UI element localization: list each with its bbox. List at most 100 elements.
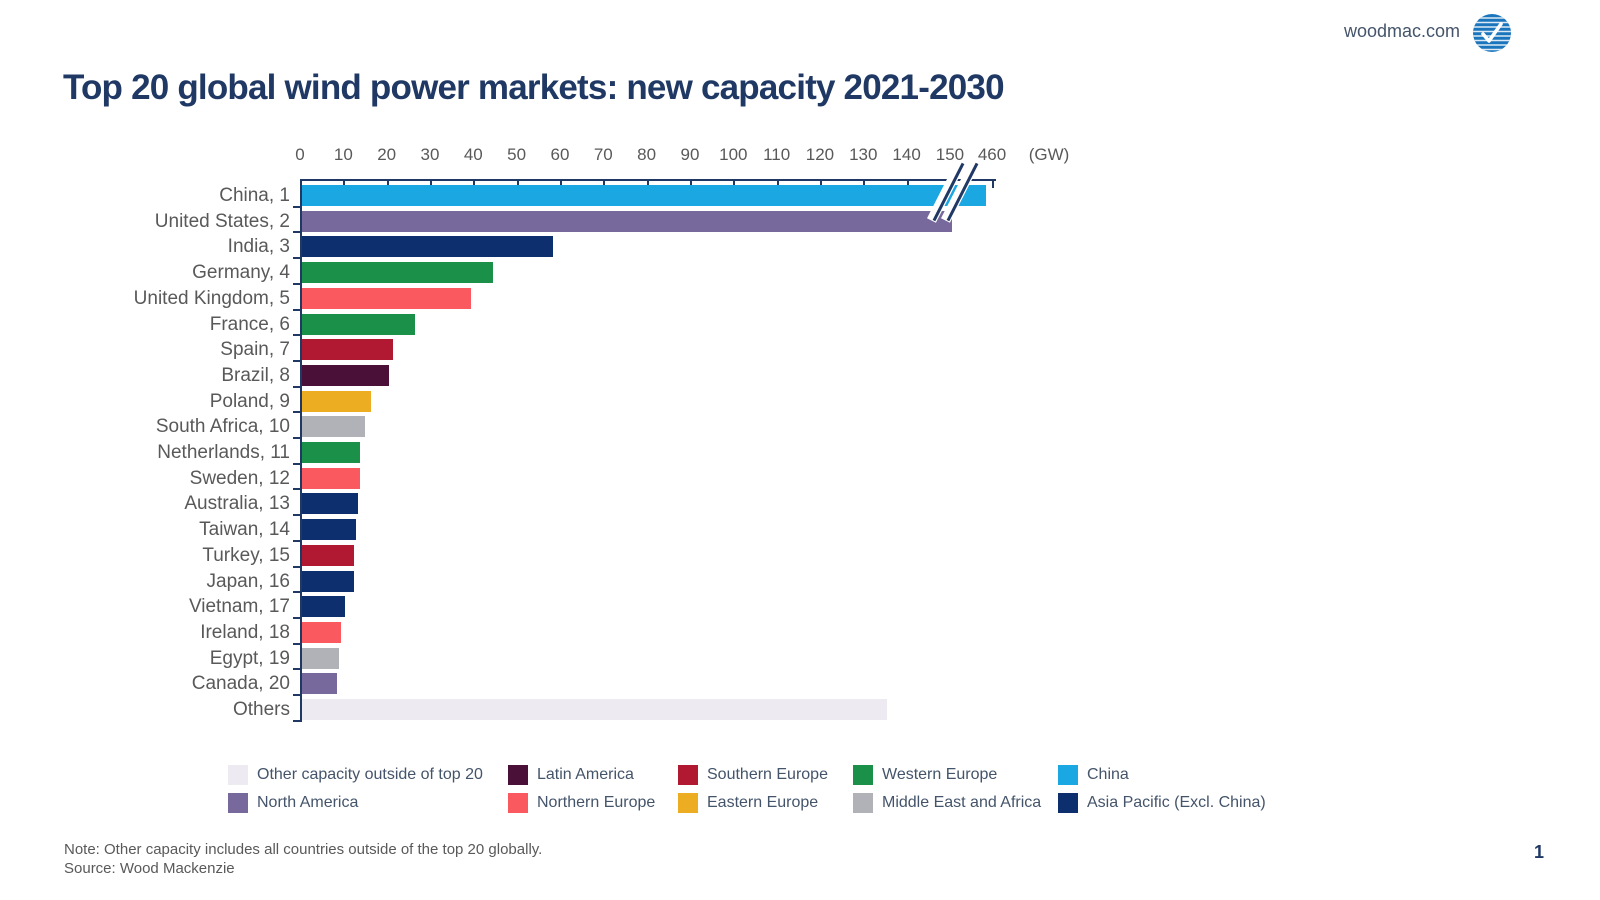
bar-australia [302, 493, 359, 515]
y-axis-tick [293, 488, 300, 491]
x-axis-tick [300, 181, 302, 188]
legend-item-eastern-europe: Eastern Europe [678, 793, 853, 813]
y-axis-tick [293, 668, 300, 671]
bar-france [302, 313, 415, 335]
x-axis-tick-label: 460 [977, 145, 1007, 164]
row-label-vietnam: Vietnam, 17 [188, 596, 290, 618]
legend-item-other-capacity-outside-of-top-: Other capacity outside of top 20 [228, 765, 508, 785]
bar-united-states [302, 210, 952, 232]
y-axis-tick [293, 385, 300, 388]
row-label-india: India, 3 [227, 236, 290, 258]
y-axis-tick [293, 462, 300, 465]
x-axis-tick-label: 30 [420, 145, 440, 164]
legend-item-china: China [1058, 765, 1303, 785]
bar-japan [302, 570, 354, 592]
x-axis-tick [603, 181, 606, 188]
x-axis-tick-label: 20 [377, 145, 397, 164]
row-label-australia: Australia, 13 [184, 493, 290, 515]
x-axis-tick-label: 110 [763, 145, 791, 164]
x-axis-tick [906, 181, 909, 188]
legend-label: China [1087, 766, 1129, 783]
legend-item-north-america: North America [228, 793, 508, 813]
x-axis-tick [733, 181, 736, 188]
note-line: Note: Other capacity includes all countr… [64, 841, 543, 858]
legend-label: Asia Pacific (Excl. China) [1087, 794, 1266, 811]
x-axis-tick [646, 181, 649, 188]
legend-item-northern-europe: Northern Europe [508, 793, 678, 813]
bar-poland [302, 390, 372, 412]
y-axis-tick [293, 591, 300, 594]
x-axis-tick [516, 181, 519, 188]
bar-spain [302, 339, 393, 361]
row-label-others: Others [232, 699, 290, 720]
legend-label: Latin America [537, 766, 634, 783]
woodmac-logo-icon [1472, 13, 1512, 53]
y-axis-tick [293, 411, 300, 414]
row-label-japan: Japan, 16 [206, 570, 290, 592]
x-axis-line [300, 179, 996, 181]
bar-vietnam [302, 596, 346, 618]
row-label-china: China, 1 [219, 185, 290, 206]
legend-swatch [508, 765, 528, 785]
legend-label: Eastern Europe [707, 794, 819, 811]
site-link[interactable]: woodmac.com [1343, 21, 1460, 41]
y-axis-tick [293, 359, 300, 362]
bar-india [302, 236, 554, 258]
x-axis-tick-label: 70 [593, 145, 613, 164]
bar-germany [302, 262, 493, 284]
x-axis-tick-label: 150 [935, 145, 965, 164]
x-axis-tick-label: 60 [550, 145, 570, 164]
row-label-south-africa: South Africa, 10 [155, 416, 290, 438]
legend-swatch [678, 765, 698, 785]
y-axis-tick [293, 308, 300, 311]
row-label-canada: Canada, 20 [191, 673, 290, 695]
legend-item-asia-pacific-excl-china-: Asia Pacific (Excl. China) [1058, 793, 1303, 813]
y-axis-line [300, 179, 302, 722]
y-axis-tick [293, 642, 300, 645]
x-axis-tick [429, 181, 432, 188]
page-title: Top 20 global wind power markets: new ca… [63, 68, 1005, 107]
bar-ireland [302, 621, 341, 643]
row-label-brazil: Brazil, 8 [221, 364, 290, 386]
x-axis-tick-label: 100 [719, 145, 748, 164]
legend-label: Western Europe [882, 766, 998, 783]
bar-south-africa [302, 416, 365, 438]
row-label-united-states: United States, 2 [154, 210, 290, 232]
bar-united-kingdom [302, 287, 471, 309]
chart-legend: Other capacity outside of top 20 North Am… [228, 761, 1303, 817]
legend-swatch [228, 793, 248, 813]
y-axis-tick [293, 565, 300, 568]
legend-label: Middle East and Africa [882, 794, 1042, 811]
legend-swatch [1058, 793, 1078, 813]
legend-swatch [853, 765, 873, 785]
x-axis-tick [992, 181, 994, 188]
x-axis-tick [863, 181, 866, 188]
y-axis-tick [293, 694, 300, 696]
x-axis-tick [343, 181, 346, 188]
bar-netherlands [302, 442, 361, 463]
legend-item-latin-america: Latin America [508, 765, 678, 785]
bar-taiwan [302, 519, 357, 541]
x-axis-tick-label: 90 [680, 145, 700, 164]
legend-item-middle-east-and-africa: Middle East and Africa [853, 793, 1058, 813]
row-label-poland: Poland, 9 [209, 390, 290, 412]
row-label-united-kingdom: United Kingdom, 5 [133, 287, 290, 309]
legend-item-western-europe: Western Europe [853, 765, 1058, 785]
row-label-germany: Germany, 4 [192, 262, 290, 284]
x-axis-tick [386, 181, 389, 188]
legend-swatch [853, 793, 873, 813]
x-axis-tick-label: 130 [849, 145, 878, 164]
legend-swatch [678, 793, 698, 813]
y-axis-tick [293, 257, 300, 260]
legend-label: Southern Europe [707, 766, 828, 783]
x-axis-tick [559, 181, 562, 188]
x-axis-tick-label: 10 [333, 145, 353, 164]
y-axis-tick [293, 205, 300, 208]
bar-china [302, 185, 986, 206]
legend-label: North America [257, 794, 359, 811]
bar-egypt [302, 647, 339, 669]
row-label-spain: Spain, 7 [220, 339, 290, 361]
legend-swatch [508, 793, 528, 813]
legend-item-southern-europe: Southern Europe [678, 765, 853, 785]
y-axis-tick [293, 539, 300, 542]
